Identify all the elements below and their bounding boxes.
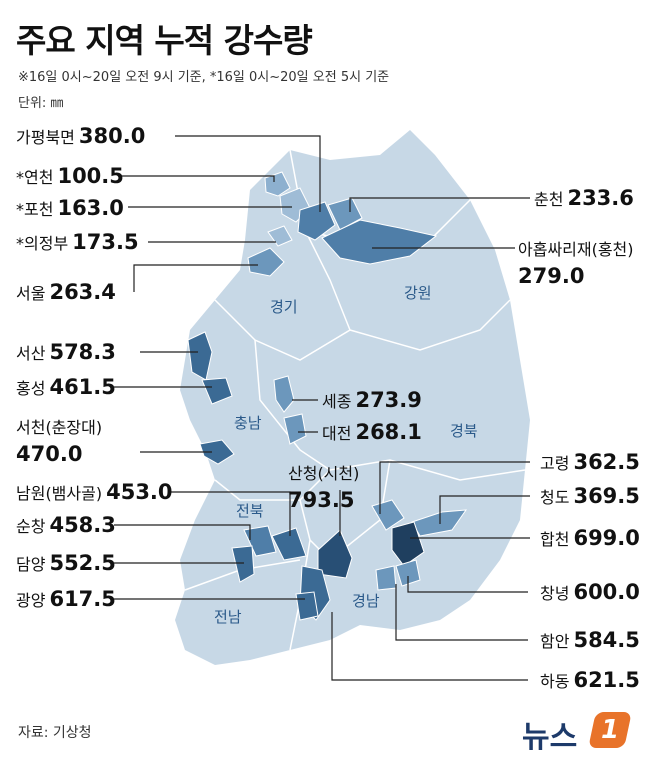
station-label-cheongdo: 청도 369.5 — [540, 484, 640, 508]
station-label-goryeong: 고령 362.5 — [540, 450, 640, 474]
area-seoul — [247, 247, 285, 277]
map-title: 주요 지역 누적 강수량 — [16, 21, 313, 60]
station-label-seocheon: 서천(춘장대) 470.0 — [16, 418, 103, 466]
station-label-gwangyang: 광양 617.5 — [16, 587, 116, 611]
station-label-sunchang: 순창 458.3 — [16, 513, 116, 537]
station-label-seoul: 서울 263.4 — [16, 280, 116, 304]
logo-text: 뉴스 — [522, 720, 578, 755]
area-cheongdo — [411, 509, 468, 537]
area-haman — [375, 565, 397, 591]
unit-label: 단위: ㎜ — [18, 96, 64, 111]
station-label-hongcheon: 아홉싸리재(홍천) 279.0 — [518, 240, 634, 288]
area-gwangyang — [295, 591, 319, 621]
station-label-daejeon: 대전 268.1 — [322, 420, 422, 444]
station-label-changnyeong: 창녕 600.0 — [540, 580, 640, 604]
time-basis-note: ※16일 0시~20일 오전 9시 기준, *16일 0시~20일 오전 5시 … — [18, 70, 390, 85]
area-seosan — [187, 331, 213, 381]
area-hongseong — [201, 377, 233, 405]
station-label-namwon: 남원(뱀사골) 453.0 — [16, 480, 173, 504]
source-credit: 자료: 기상청 — [18, 725, 92, 741]
area-chuncheon — [327, 197, 363, 231]
area-yeoncheon — [264, 171, 291, 197]
area-hongcheon — [321, 219, 438, 265]
station-label-pocheon: *포천 163.0 — [16, 196, 124, 220]
station-label-hapcheon: 합천 699.0 — [540, 526, 640, 550]
news1-logo: 뉴스 1 — [522, 710, 640, 755]
region-gyeongbuk: 경북 — [450, 422, 478, 440]
station-label-chuncheon: 춘천 233.6 — [534, 186, 634, 210]
station-label-hongseong: 홍성 461.5 — [16, 375, 116, 399]
area-gapyeong — [297, 201, 336, 241]
station-label-yeoncheon: *연천 100.5 — [16, 164, 124, 188]
region-jeonbuk: 전북 — [236, 502, 264, 520]
area-hapcheon — [391, 521, 425, 567]
area-seocheon — [199, 439, 235, 465]
station-label-damyang: 담양 552.5 — [16, 551, 116, 575]
area-damyang — [231, 545, 255, 583]
region-gangwon: 강원 — [404, 284, 432, 302]
station-label-sancheong: 산청(시천) 793.5 — [288, 464, 360, 512]
station-label-seosan: 서산 578.3 — [16, 340, 116, 364]
region-gyeonggi: 경기 — [270, 298, 298, 316]
area-namwon — [271, 527, 307, 561]
region-jeonnam: 전남 — [214, 608, 242, 626]
station-label-sejong: 세종 273.9 — [322, 388, 422, 412]
logo-badge: 1 — [588, 712, 632, 748]
region-chungnam: 충남 — [234, 414, 262, 432]
station-label-gapyeong: 가평북면 380.0 — [16, 124, 146, 148]
area-sejong — [273, 375, 295, 413]
area-daejeon — [283, 413, 307, 445]
area-changnyeong — [395, 559, 421, 587]
station-label-haman: 함안 584.5 — [540, 628, 640, 652]
station-label-hadong: 하동 621.5 — [540, 668, 640, 692]
station-label-uijeongbu: *의정부 173.5 — [16, 230, 139, 254]
area-uijeongbu — [267, 225, 293, 247]
region-gyeongnam: 경남 — [352, 592, 380, 610]
